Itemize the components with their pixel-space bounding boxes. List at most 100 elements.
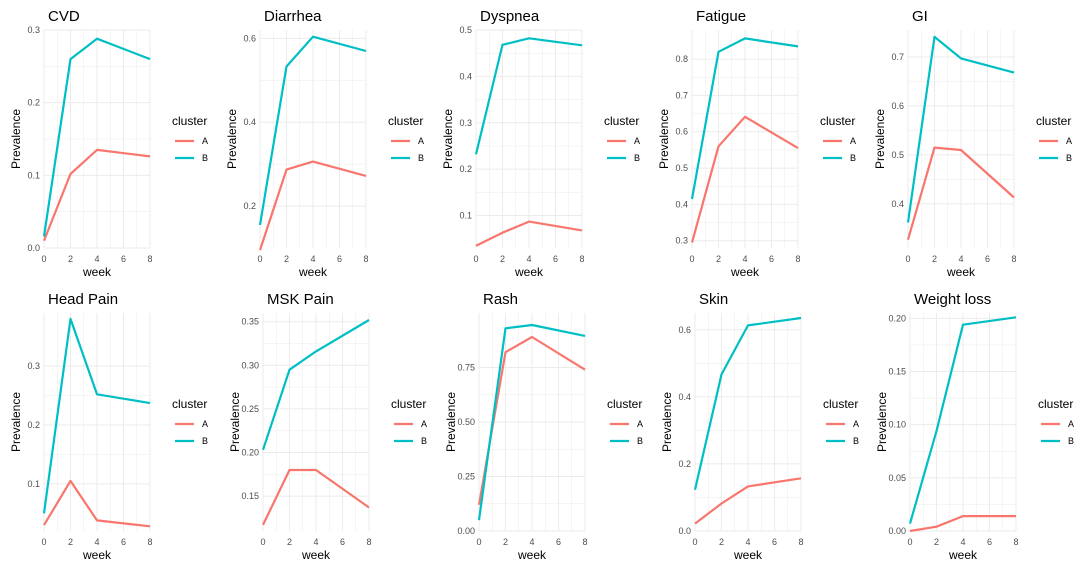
- x-tick-label: 8: [795, 254, 800, 264]
- x-tick-label: 6: [121, 537, 126, 547]
- legend-label-A: A: [202, 419, 208, 429]
- x-tick-label: 0: [907, 537, 912, 547]
- y-tick-label: 0.00: [888, 526, 906, 536]
- series-line-A: [690, 115, 799, 243]
- legend-label-A: A: [1066, 136, 1072, 146]
- x-tick-label: 8: [147, 254, 152, 264]
- x-tick-label: 6: [769, 254, 774, 264]
- y-axis-label: Prevalence: [444, 392, 458, 452]
- panel-diarrhea: Diarrhea 0 2 4 6 8 0.2 0.4 0.6 week Prevalence clus…: [225, 8, 424, 279]
- panel-rash: Rash 0 2 4 6 8 0.00 0.25 0.50 0.75 week Prevalence c…: [444, 291, 643, 562]
- x-tick-label: 0: [476, 537, 481, 547]
- x-axis-label: week: [82, 548, 112, 562]
- y-tick-label: 0.25: [241, 404, 259, 414]
- series-line-B: [690, 37, 799, 200]
- legend-title: cluster: [391, 397, 426, 411]
- x-tick-label: 4: [960, 537, 965, 547]
- legend: cluster AB: [1036, 114, 1072, 163]
- y-axis-label: Prevalence: [875, 392, 889, 452]
- panel-title: CVD: [48, 8, 80, 25]
- y-tick-label: 0.3: [27, 361, 40, 371]
- y-tick-label: 0.1: [27, 479, 40, 489]
- y-tick-label: 0.2: [27, 98, 40, 108]
- y-tick-label: 0.6: [675, 127, 688, 137]
- x-tick-label: 8: [366, 537, 371, 547]
- series-line-A: [475, 220, 583, 247]
- x-tick-label: 0: [905, 254, 910, 264]
- y-tick-label: 0.20: [241, 448, 259, 458]
- y-tick-label: 0.5: [675, 163, 688, 173]
- panel-msk-pain: MSK Pain 0 2 4 6 8 0.15 0.20 0.25 0.30 0.35 week Pre…: [228, 291, 427, 562]
- x-axis-label: week: [948, 548, 978, 562]
- series-line-B: [477, 323, 586, 521]
- y-tick-label: 0.30: [241, 360, 259, 370]
- x-tick-label: 8: [147, 537, 152, 547]
- x-tick-label: 8: [1013, 537, 1018, 547]
- y-tick-label: 0.75: [457, 363, 475, 373]
- series-line-B: [261, 319, 370, 451]
- x-tick-label: 8: [798, 537, 803, 547]
- panel-title: Dyspnea: [480, 8, 540, 25]
- y-tick-label: 0.6: [891, 101, 904, 111]
- y-tick-label: 0.35: [241, 317, 259, 327]
- y-tick-label: 0.4: [459, 71, 472, 81]
- y-tick-label: 0.8: [675, 54, 688, 64]
- y-tick-label: 0.4: [675, 199, 688, 209]
- legend-label-B: B: [850, 153, 856, 163]
- panel-title: Head Pain: [48, 291, 118, 308]
- legend-title: cluster: [1036, 114, 1071, 128]
- legend: cluster AB: [388, 114, 424, 163]
- y-tick-label: 0.3: [675, 236, 688, 246]
- legend-label-B: B: [1066, 153, 1072, 163]
- legend-title: cluster: [172, 397, 207, 411]
- panel-skin: Skin 0 2 4 6 8 0.0 0.2 0.4 0.6 week Prevalence clust…: [660, 291, 859, 562]
- legend-label-B: B: [1068, 436, 1074, 446]
- series-line-B: [693, 316, 802, 490]
- x-tick-label: 0: [689, 254, 694, 264]
- y-tick-label: 0.2: [27, 420, 40, 430]
- legend-title: cluster: [820, 114, 855, 128]
- y-axis-label: Prevalence: [228, 392, 242, 452]
- panel-gi: GI 0 2 4 6 8 0.4 0.5 0.6 0.7 week Prevalence cluster…: [873, 8, 1072, 279]
- legend-label-A: A: [1068, 419, 1074, 429]
- x-tick-label: 8: [363, 254, 368, 264]
- x-tick-label: 2: [934, 537, 939, 547]
- x-axis-label: week: [730, 265, 760, 279]
- legend-label-B: B: [418, 153, 424, 163]
- x-axis-label: week: [298, 265, 328, 279]
- x-tick-label: 4: [526, 254, 531, 264]
- y-tick-label: 0.7: [675, 90, 688, 100]
- x-tick-label: 2: [503, 537, 508, 547]
- y-tick-label: 0.0: [678, 526, 691, 536]
- legend-label-B: B: [202, 153, 208, 163]
- y-tick-label: 0.5: [891, 150, 904, 160]
- x-tick-label: 4: [958, 254, 963, 264]
- y-axis-label: Prevalence: [225, 109, 239, 169]
- y-tick-label: 0.5: [459, 25, 472, 35]
- y-tick-label: 0.4: [678, 392, 691, 402]
- y-tick-label: 0.50: [457, 417, 475, 427]
- y-tick-label: 0.1: [459, 211, 472, 221]
- y-tick-label: 0.2: [459, 164, 472, 174]
- x-tick-label: 6: [340, 537, 345, 547]
- x-tick-label: 6: [121, 254, 126, 264]
- legend-label-B: B: [421, 436, 427, 446]
- x-tick-label: 6: [772, 537, 777, 547]
- series-line-A: [906, 146, 1015, 241]
- x-axis-label: week: [517, 548, 547, 562]
- legend-label-A: A: [634, 136, 640, 146]
- legend-label-A: A: [637, 419, 643, 429]
- series-line-B: [258, 35, 367, 226]
- legend-label-A: A: [418, 136, 424, 146]
- legend-label-B: B: [853, 436, 859, 446]
- series-line-B: [908, 316, 1017, 524]
- x-tick-label: 8: [582, 537, 587, 547]
- series-line-B: [42, 37, 151, 237]
- x-tick-label: 8: [1011, 254, 1016, 264]
- y-axis-label: Prevalence: [660, 392, 674, 452]
- legend: cluster AB: [391, 397, 427, 446]
- panel-cvd: CVD 0 2 4 6 8 0.0 0.1 0.2 0.3 week Prevalence cluste…: [9, 8, 208, 279]
- legend: cluster AB: [820, 114, 856, 163]
- x-tick-label: 6: [556, 537, 561, 547]
